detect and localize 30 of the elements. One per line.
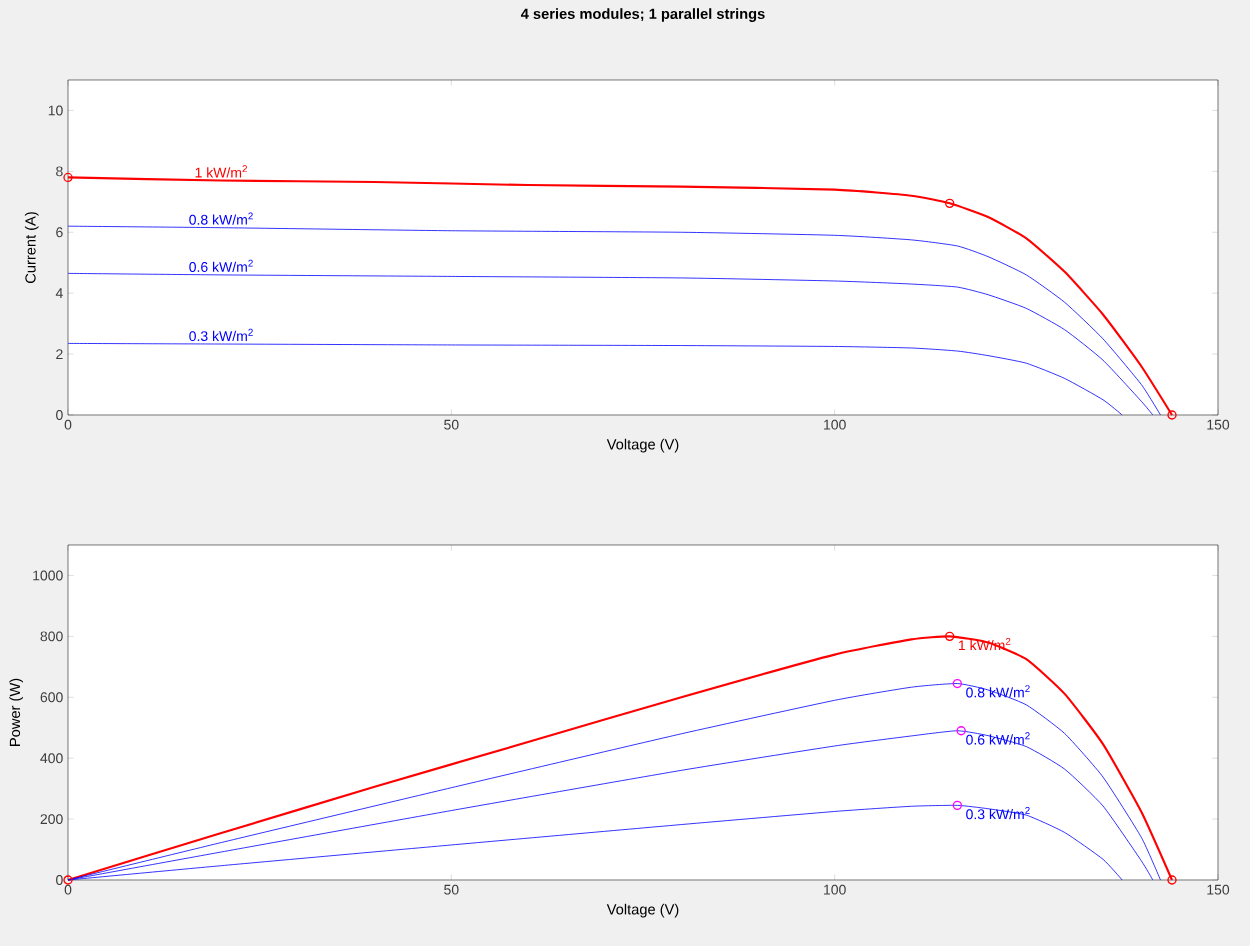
y-tick-label: 0	[56, 875, 63, 885]
series-label: 0.3 kW/m$^{2}$	[966, 806, 1030, 820]
y-tick-label: 600	[40, 692, 63, 703]
x-tick-label: 150	[1207, 419, 1230, 430]
y-tick-label: 800	[40, 631, 63, 642]
x-tick-label: 100	[824, 884, 846, 895]
y-tick-label: 6	[56, 227, 63, 238]
x-tick-label: 150	[1207, 884, 1230, 895]
y-tick-label: 8	[56, 166, 63, 177]
x-tick-label: 0	[64, 884, 72, 895]
y-tick-label: 0	[56, 410, 63, 420]
x-axis-title: Voltage (V)	[606, 903, 679, 918]
series-label: 1 kW/m$^{2}$	[195, 165, 247, 178]
y-tick-label: 200	[40, 814, 63, 825]
y-tick-label: 400	[40, 753, 63, 764]
x-tick-label: 50	[444, 884, 459, 895]
y-tick-label: 10	[48, 105, 63, 116]
y-tick-label: 1000	[33, 570, 63, 581]
series-label: 0.3 kW/m$^{2}$	[189, 328, 253, 342]
y-axis-title: Current (A)	[24, 212, 39, 283]
x-axis-title: Voltage (V)	[606, 438, 679, 453]
x-tick-label: 50	[444, 419, 459, 430]
chart-title: 4 series modules; 1 parallel strings	[520, 8, 765, 22]
series-label: 0.8 kW/m$^{2}$	[189, 212, 253, 225]
y-tick-label: 2	[56, 349, 63, 359]
series-label: 0.6 kW/m$^{2}$	[189, 259, 253, 272]
x-tick-label: 0	[64, 419, 72, 430]
y-axis-title: Power (W)	[9, 678, 23, 746]
y-tick-label: 4	[55, 288, 63, 298]
x-tick-label: 100	[824, 419, 846, 430]
